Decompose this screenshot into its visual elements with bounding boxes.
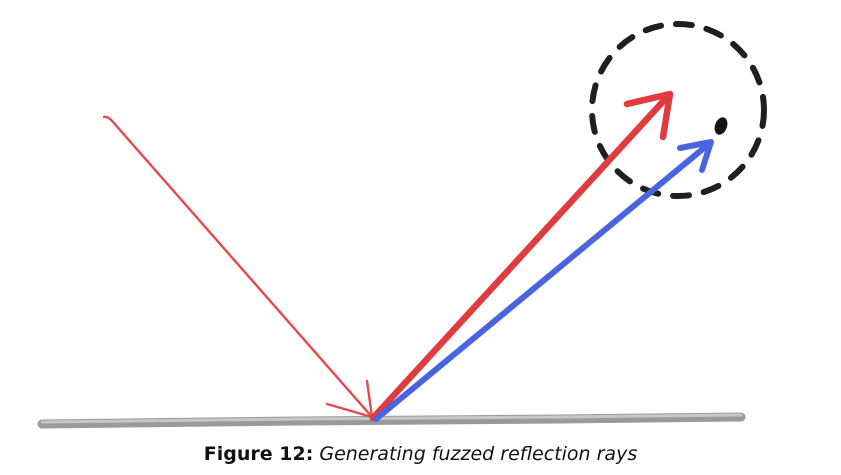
figure-caption: Figure 12: Generating fuzzed reflection … [0,441,841,467]
surface [37,412,746,429]
incident-ray [102,115,374,419]
fuzzed-ray [373,139,714,422]
sphere-center-point [714,117,728,135]
figure-caption-label: Figure 12: [203,443,314,465]
fuzz-sphere [589,21,767,199]
reflected-ray [369,90,674,422]
figure-caption-text: Generating fuzzed reflection rays [319,443,638,465]
